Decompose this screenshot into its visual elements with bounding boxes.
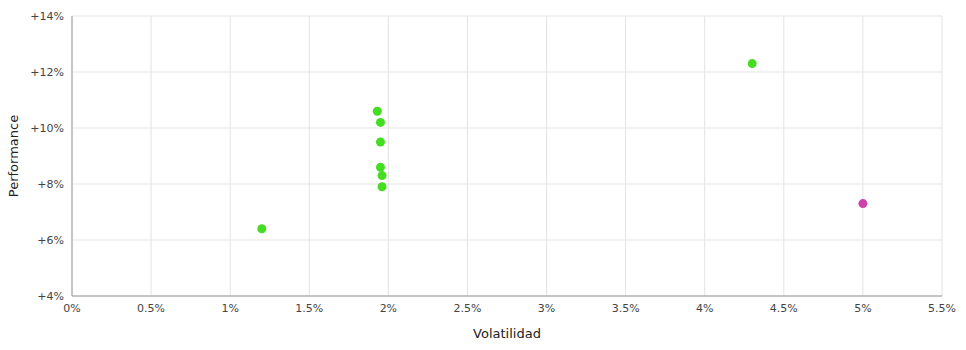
- y-tick-label: +6%: [37, 234, 64, 247]
- x-grid-line: [72, 16, 73, 296]
- y-grid-line: [72, 128, 942, 129]
- x-tick-label: 2.5%: [453, 302, 481, 315]
- point: [378, 171, 387, 180]
- grid: [72, 16, 942, 296]
- x-axis-line: [72, 296, 942, 297]
- x-grid-line: [862, 16, 863, 296]
- series: [858, 199, 867, 208]
- chart: 0% 0.5% 1% 1.5% 2% 2.5% 3% 3.5% 4% 4.5% 5% 5.5% +4% +…: [0, 0, 966, 350]
- x-tick-label: 4.5%: [770, 302, 798, 315]
- y-axis-label: Performance: [6, 115, 21, 197]
- x-tick-label: 3.5%: [612, 302, 640, 315]
- point: [378, 182, 387, 191]
- x-tick-label: 0%: [63, 302, 80, 315]
- y-grid-line: [72, 240, 942, 241]
- plot-area: [257, 59, 867, 233]
- x-tick-label: 1%: [221, 302, 238, 315]
- x-grid-line: [704, 16, 705, 296]
- y-tick-label: +8%: [37, 178, 64, 191]
- x-grid-line: [230, 16, 231, 296]
- point: [376, 138, 385, 147]
- x-grid-line: [151, 16, 152, 296]
- y-tick-label: +10%: [30, 122, 64, 135]
- x-grid-line: [309, 16, 310, 296]
- x-grid-line: [388, 16, 389, 296]
- tick-labels: 0% 0.5% 1% 1.5% 2% 2.5% 3% 3.5% 4% 4.5% 5% 5.5% +4% +…: [30, 10, 956, 315]
- point: [748, 59, 757, 68]
- point: [376, 163, 385, 172]
- x-grid-line: [546, 16, 547, 296]
- x-tick-label: 3%: [538, 302, 555, 315]
- x-tick-label: 2%: [380, 302, 397, 315]
- point: [373, 107, 382, 116]
- y-grid-line: [72, 72, 942, 73]
- x-tick-label: 5.5%: [928, 302, 956, 315]
- x-tick-label: 4%: [696, 302, 713, 315]
- chart-container: 0% 0.5% 1% 1.5% 2% 2.5% 3% 3.5% 4% 4.5% 5% 5.5% +4% +…: [0, 0, 966, 350]
- y-grid-line: [72, 296, 942, 297]
- y-tick-label: +4%: [37, 290, 64, 303]
- point: [376, 118, 385, 127]
- point: [858, 199, 867, 208]
- y-axis-line: [72, 16, 73, 296]
- y-tick-label: +14%: [30, 10, 64, 23]
- y-grid-line: [72, 184, 942, 185]
- x-grid-line: [783, 16, 784, 296]
- x-grid-line: [942, 16, 943, 296]
- x-grid-line: [625, 16, 626, 296]
- point: [257, 224, 266, 233]
- y-grid-line: [72, 16, 942, 17]
- x-axis-label: Volatilidad: [473, 326, 541, 341]
- x-tick-label: 0.5%: [137, 302, 165, 315]
- x-tick-label: 5%: [854, 302, 871, 315]
- x-grid-line: [467, 16, 468, 296]
- x-tick-label: 1.5%: [295, 302, 323, 315]
- series: [257, 59, 756, 233]
- y-tick-label: +12%: [30, 66, 64, 79]
